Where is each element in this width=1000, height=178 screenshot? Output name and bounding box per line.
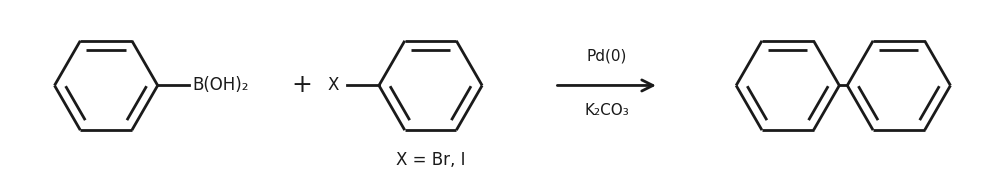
Text: +: + xyxy=(291,74,312,98)
Text: Pd(0): Pd(0) xyxy=(586,49,627,64)
Text: X: X xyxy=(328,77,339,95)
Text: B(OH)₂: B(OH)₂ xyxy=(192,77,249,95)
Text: K₂CO₃: K₂CO₃ xyxy=(584,103,629,118)
Text: X = Br, I: X = Br, I xyxy=(396,151,465,169)
